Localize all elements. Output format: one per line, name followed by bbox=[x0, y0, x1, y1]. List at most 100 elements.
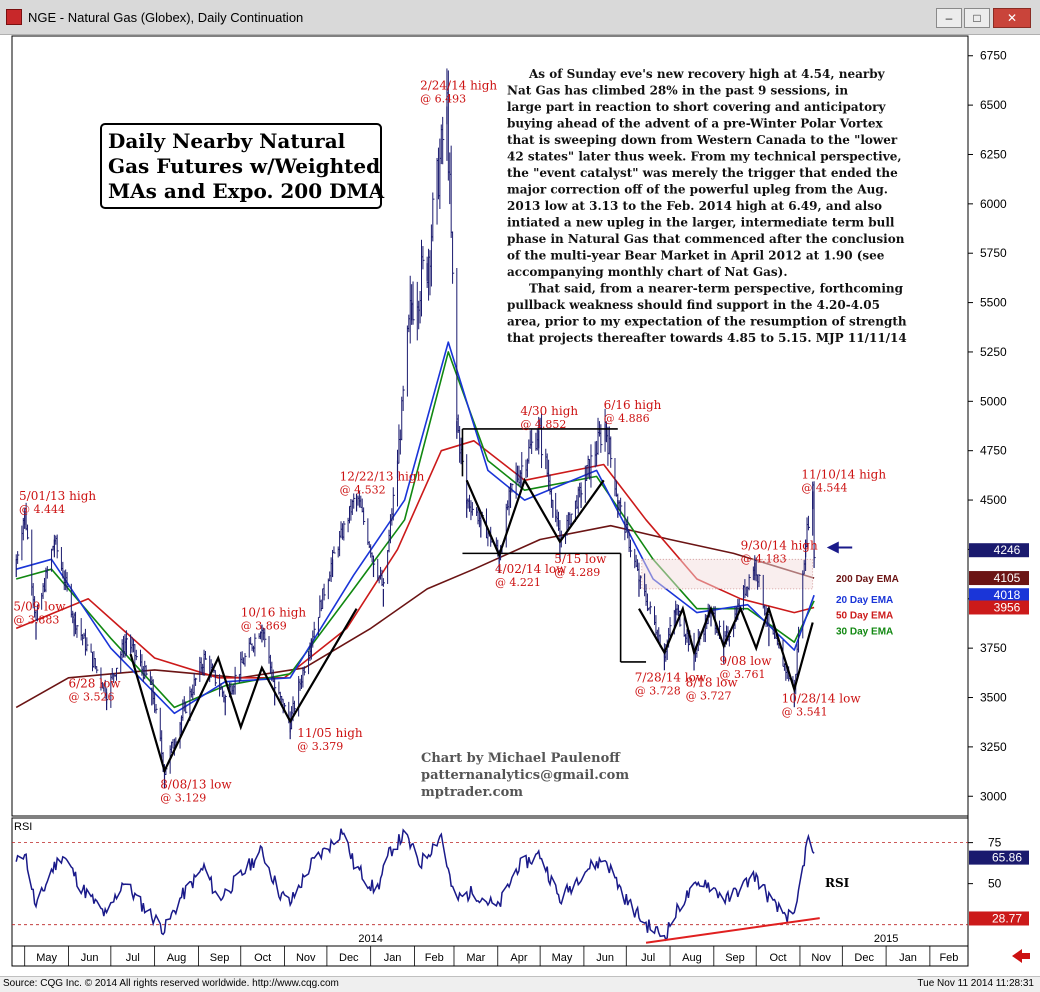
ema200-series bbox=[15, 524, 815, 709]
commentary-line: that projects thereafter towards 4.85 to… bbox=[507, 331, 907, 345]
pivot-annotation: @ 4.544 bbox=[801, 481, 847, 494]
timestamp: Tue Nov 11 2014 11:28:31 bbox=[917, 978, 1034, 989]
pivot-annotation: 11/05 high bbox=[297, 726, 363, 740]
pivot-annotation: @ 3.869 bbox=[241, 620, 287, 633]
pivot-annotation: @ 4.289 bbox=[554, 566, 600, 579]
rsi-tick-label: 50 bbox=[988, 877, 1002, 891]
month-label: Feb bbox=[425, 952, 444, 964]
price-tick-label: 6500 bbox=[980, 98, 1007, 112]
pattern-line bbox=[638, 605, 814, 694]
rsi-panel: RSI 75 50 RSI 65.86 28.77 bbox=[12, 821, 1029, 944]
pivot-annotation: @ 3.526 bbox=[68, 691, 114, 704]
ema-legend-label: 30 Day EMA bbox=[836, 626, 893, 637]
month-label: Nov bbox=[811, 952, 831, 964]
chart-title-line: Daily Nearby Natural bbox=[108, 129, 346, 153]
status-bar: Source: CQG Inc. © 2014 All rights reser… bbox=[0, 976, 1040, 992]
price-tick-label: 6000 bbox=[980, 197, 1007, 211]
price-tag bbox=[969, 571, 1029, 586]
pivot-annotation: @ 6.493 bbox=[420, 92, 466, 105]
rsi-tag-label: 65.86 bbox=[992, 851, 1022, 865]
pivot-annotation: @ 3.379 bbox=[297, 740, 343, 753]
price-tag-label: 3956 bbox=[994, 600, 1021, 614]
price-tick-label: 6250 bbox=[980, 147, 1007, 161]
commentary-line: intiated a new upleg in the larger, inte… bbox=[507, 216, 895, 230]
pivot-annotation: @ 3.727 bbox=[686, 690, 732, 703]
price-tick-label: 3500 bbox=[980, 691, 1007, 705]
arrow-head bbox=[826, 541, 839, 554]
month-label: Oct bbox=[254, 952, 271, 964]
minimize-button[interactable]: – bbox=[936, 8, 962, 28]
commentary-line: 42 states" later thus week. From my tech… bbox=[507, 150, 902, 164]
price-axis: 6750 6500 6250 6000 5750 5500 5250 5000 4750 4500… bbox=[968, 49, 1007, 803]
pattern-line bbox=[465, 477, 605, 559]
commentary-line: of the multi-year Bear Market in April 2… bbox=[507, 249, 885, 263]
month-label: Jun bbox=[596, 952, 614, 964]
commentary-line: phase in Natural Gas that commenced afte… bbox=[507, 232, 905, 246]
month-label: Jan bbox=[384, 952, 402, 964]
pivot-annotation: @ 3.761 bbox=[719, 668, 765, 681]
price-tag bbox=[969, 600, 1029, 615]
pivot-annotation: 10/16 high bbox=[241, 606, 307, 620]
pivot-annotation: 2/24/14 high bbox=[420, 78, 497, 92]
time-axis: May Jun Jul Aug Sep Oct Nov Dec Jan Feb Mar Apr May J… bbox=[11, 933, 1030, 967]
month-label: Aug bbox=[682, 952, 702, 964]
app-icon bbox=[6, 9, 22, 25]
commentary-line: Nat Gas has climbed 28% in the past 9 se… bbox=[507, 84, 848, 98]
window-titlebar: NGE - Natural Gas (Globex), Daily Contin… bbox=[0, 0, 1040, 35]
rsi-tick-label: 75 bbox=[988, 836, 1002, 850]
price-tick-label: 5500 bbox=[980, 296, 1007, 310]
ema-legend-label: 20 Day EMA bbox=[836, 595, 893, 606]
pivot-annotation: 6/28 low bbox=[68, 677, 121, 691]
rsi-panel-label: RSI bbox=[14, 821, 32, 833]
pattern-lines bbox=[129, 428, 853, 774]
pivot-annotation: @ 4.852 bbox=[520, 418, 566, 431]
price-tick-label: 6750 bbox=[980, 49, 1007, 63]
pivot-annotation: @ 4.886 bbox=[604, 412, 650, 425]
month-label: Sep bbox=[210, 952, 230, 964]
month-label: Oct bbox=[770, 952, 787, 964]
title-box bbox=[100, 123, 382, 209]
pivot-annotation: 12/22/13 high bbox=[340, 469, 425, 483]
pivot-annotation: 8/08/13 low bbox=[160, 777, 232, 791]
price-tag-label: 4105 bbox=[994, 571, 1021, 585]
ema200-line bbox=[15, 524, 815, 709]
chart-credit: Chart by Michael Paulenoff bbox=[421, 751, 621, 766]
pivot-annotation: 5/15 low bbox=[554, 552, 607, 566]
price-tick-label: 3250 bbox=[980, 740, 1007, 754]
month-label: Nov bbox=[296, 952, 316, 964]
scroll-left-icon[interactable] bbox=[1012, 949, 1030, 963]
price-series bbox=[15, 68, 816, 789]
year-label: 2014 bbox=[358, 933, 382, 945]
price-tag-label: 4018 bbox=[994, 588, 1021, 602]
chart-title-line: MAs and Expo. 200 DMA bbox=[108, 179, 385, 203]
pivot-annotation: @ 3.541 bbox=[782, 705, 828, 718]
maximize-button[interactable]: □ bbox=[964, 8, 990, 28]
commentary-line: That said, from a nearer-term perspectiv… bbox=[529, 282, 904, 296]
pivot-annotation: 9/08 low bbox=[719, 654, 772, 668]
pivot-annotation: 4/02/14 low bbox=[495, 562, 567, 576]
commentary-line: major correction off of the powerful upl… bbox=[507, 183, 888, 197]
close-button[interactable]: ✕ bbox=[993, 8, 1031, 28]
rsi-line bbox=[15, 828, 815, 942]
rsi-tag-label: 28.77 bbox=[992, 911, 1022, 925]
price-tick-label: 5750 bbox=[980, 246, 1007, 260]
month-label: Jan bbox=[899, 952, 917, 964]
pivot-annotation: @ 4.444 bbox=[19, 503, 65, 516]
month-label: May bbox=[36, 952, 57, 964]
commentary-line: area, prior to my expectation of the res… bbox=[507, 315, 907, 329]
price-tick-label: 3750 bbox=[980, 641, 1007, 655]
month-label: Sep bbox=[725, 952, 745, 964]
pivot-annotation: @ 4.532 bbox=[340, 483, 386, 496]
pivot-annotation: 5/09 low bbox=[13, 600, 66, 614]
source-credit: Source: CQG Inc. © 2014 All rights reser… bbox=[3, 978, 339, 989]
month-label: Aug bbox=[167, 952, 187, 964]
window-title: NGE - Natural Gas (Globex), Daily Contin… bbox=[28, 10, 304, 25]
pivot-annotation: 7/28/14 low bbox=[635, 671, 707, 685]
commentary-line: the "event catalyst" was merely the trig… bbox=[507, 166, 898, 180]
pivot-annotation: @ 3.728 bbox=[635, 685, 681, 698]
chart-frame bbox=[11, 35, 969, 966]
pivot-annotation: 8/18 low bbox=[686, 676, 739, 690]
commentary-line: accompanying monthly chart of Nat Gas). bbox=[507, 265, 788, 279]
pivot-annotation: @ 3.129 bbox=[160, 791, 206, 804]
